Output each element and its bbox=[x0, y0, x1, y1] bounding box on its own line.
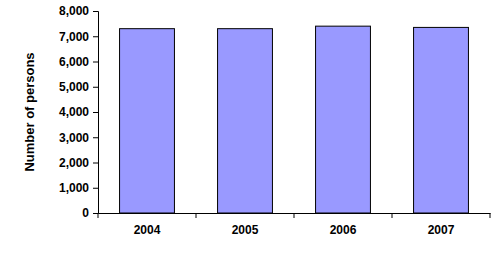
x-tick: 2005 bbox=[232, 213, 259, 237]
y-tick-label: 1,000 bbox=[59, 181, 89, 195]
bar bbox=[120, 29, 175, 213]
y-tick-mark bbox=[93, 163, 98, 164]
x-tick-label: 2006 bbox=[330, 223, 357, 237]
x-tick-label: 2005 bbox=[232, 223, 259, 237]
bars bbox=[120, 26, 469, 213]
x-separator bbox=[294, 213, 295, 218]
x-separator bbox=[392, 213, 393, 218]
x-tick: 2007 bbox=[428, 213, 455, 237]
y-tick-label: 2,000 bbox=[59, 156, 89, 170]
x-tick: 2006 bbox=[330, 213, 357, 237]
y-tick-label: 3,000 bbox=[59, 131, 89, 145]
x-separator bbox=[196, 213, 197, 218]
y-axis-title: Number of persons bbox=[22, 52, 37, 171]
y-tick-label: 5,000 bbox=[59, 80, 89, 94]
plot: 0 1,000 2,000 3,000 4,000 5,000 6,000 7,000 8,00… bbox=[59, 4, 491, 236]
y-tick-label: 8,000 bbox=[59, 4, 89, 18]
y-tick-mark bbox=[93, 36, 98, 37]
y-tick-mark bbox=[93, 213, 98, 214]
y-tick: 1,000 bbox=[59, 181, 98, 195]
y-tick: 0 bbox=[82, 206, 98, 220]
x-tick-label: 2004 bbox=[134, 223, 161, 237]
bar bbox=[218, 29, 273, 213]
y-tick-mark bbox=[93, 87, 98, 88]
bar bbox=[414, 27, 469, 213]
bar bbox=[316, 26, 371, 213]
y-axis: 0 1,000 2,000 3,000 4,000 5,000 6,000 7,000 8,00… bbox=[59, 4, 99, 220]
y-tick-mark bbox=[93, 11, 98, 12]
x-axis: 2004 2005 2006 2007 bbox=[98, 213, 491, 237]
x-separator bbox=[490, 213, 491, 218]
x-separator bbox=[98, 213, 99, 218]
y-tick: 3,000 bbox=[59, 131, 98, 145]
y-tick: 4,000 bbox=[59, 105, 98, 119]
y-tick-mark bbox=[93, 112, 98, 113]
y-tick-mark bbox=[93, 62, 98, 63]
y-tick: 8,000 bbox=[59, 4, 98, 18]
y-tick-label: 6,000 bbox=[59, 55, 89, 69]
y-tick-label: 4,000 bbox=[59, 105, 89, 119]
y-tick-label: 7,000 bbox=[59, 30, 89, 44]
chart: 0 1,000 2,000 3,000 4,000 5,000 6,000 7,000 8,00… bbox=[0, 0, 500, 270]
y-tick: 6,000 bbox=[59, 55, 98, 69]
y-tick: 2,000 bbox=[59, 156, 98, 170]
y-axis-line bbox=[93, 12, 99, 214]
x-tick-label: 2007 bbox=[428, 223, 455, 237]
y-tick-label: 0 bbox=[82, 206, 89, 220]
y-tick: 5,000 bbox=[59, 80, 98, 94]
x-separators bbox=[98, 213, 490, 218]
x-tick: 2004 bbox=[134, 213, 161, 237]
y-tick-mark bbox=[93, 137, 98, 138]
y-tick: 7,000 bbox=[59, 30, 98, 44]
y-tick-mark bbox=[93, 188, 98, 189]
